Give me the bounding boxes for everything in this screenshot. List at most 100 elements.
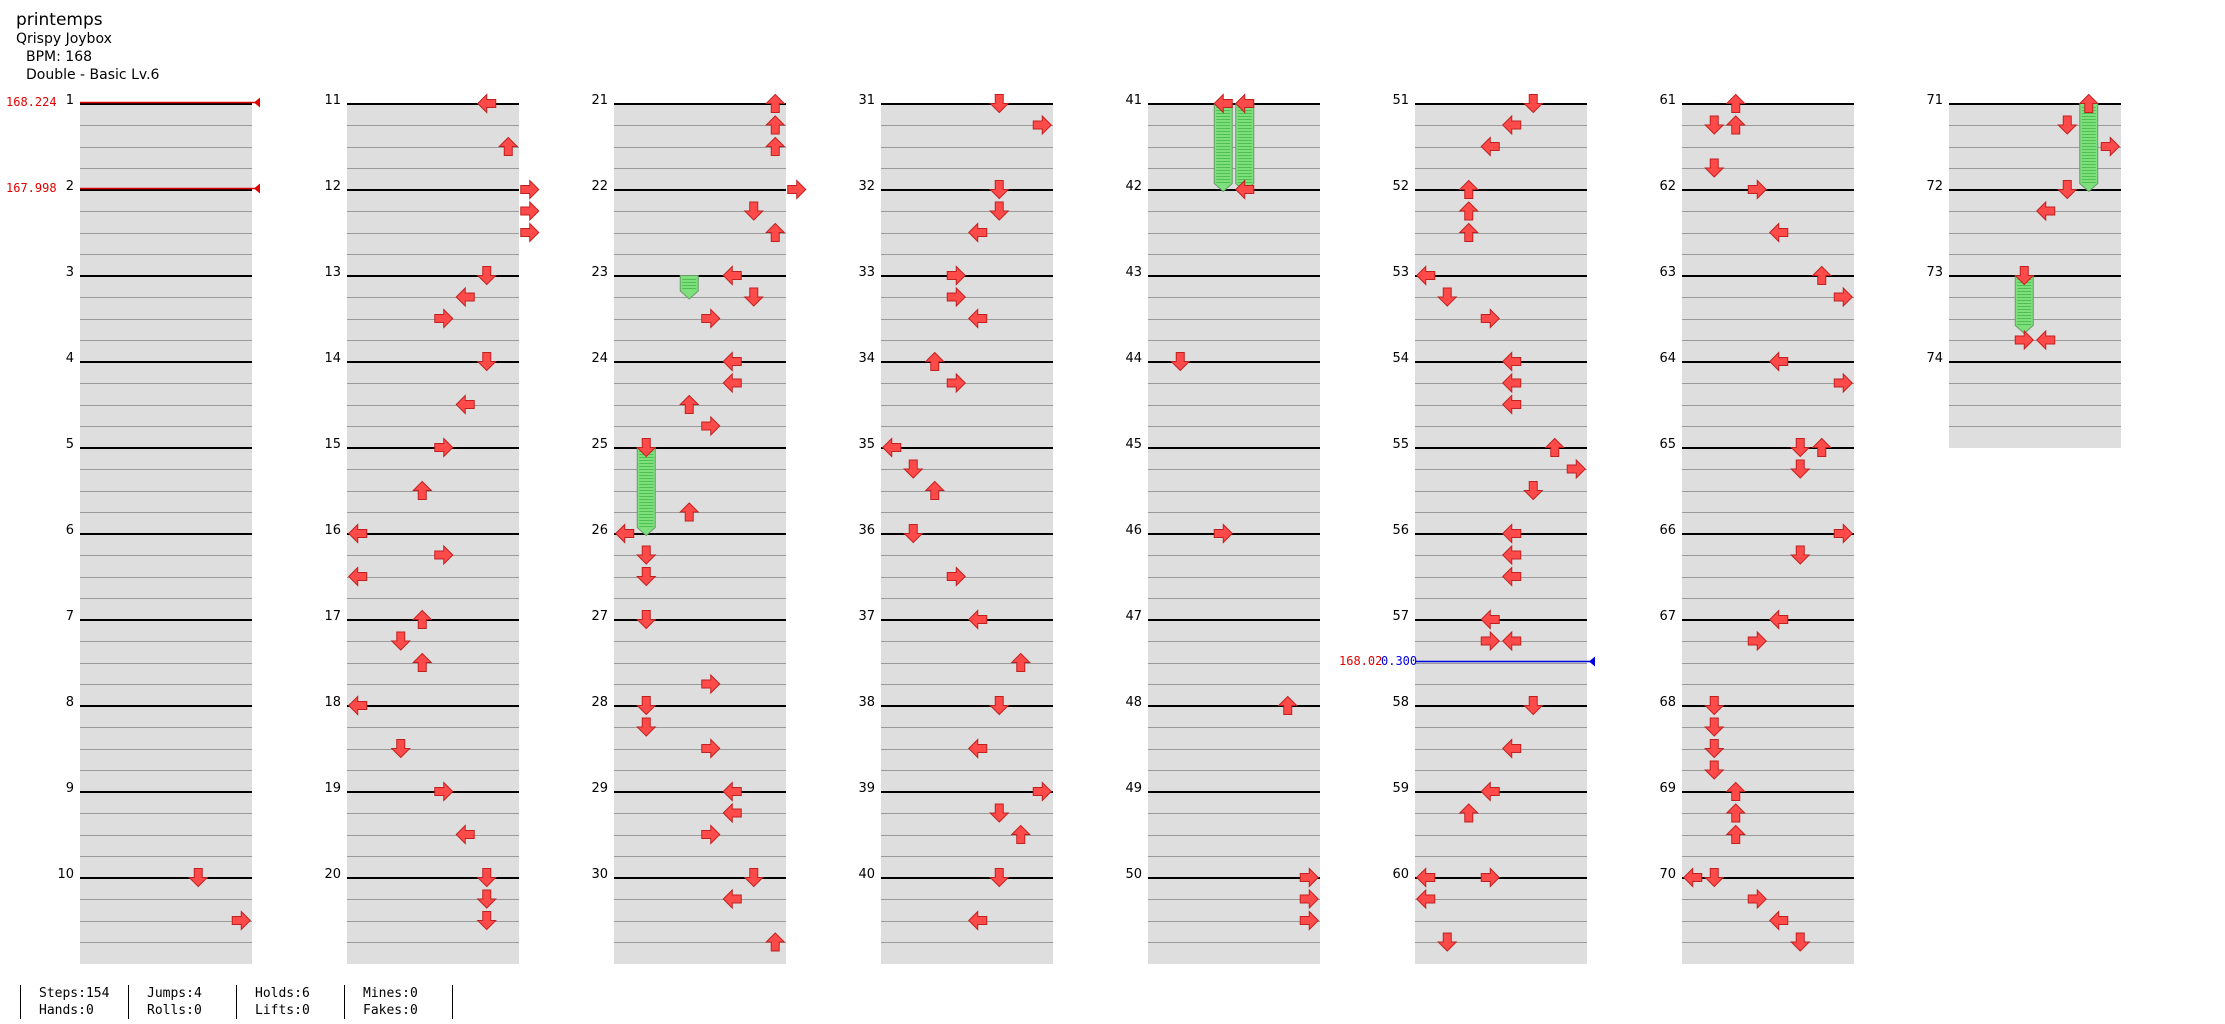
arrow-right-icon — [1480, 308, 1500, 329]
quarter-band — [1148, 234, 1320, 255]
measure-number: 62 — [1659, 178, 1676, 194]
arrow-down-icon — [1170, 352, 1191, 372]
quarter-band — [347, 922, 519, 943]
stats-column-holds: Holds:6 Lifts:0 — [236, 985, 310, 1019]
quarter-band — [614, 922, 786, 943]
measure-number: 54 — [1392, 350, 1409, 366]
quarter-band — [881, 879, 1053, 900]
arrow-down-icon — [476, 911, 497, 931]
quarter-band — [347, 277, 519, 298]
quarter-band — [614, 728, 786, 750]
quarter-band — [1148, 922, 1320, 943]
arrow-down-icon — [989, 868, 1010, 888]
measure-line — [80, 618, 252, 621]
quarter-band — [1415, 277, 1587, 298]
quarter-band — [80, 728, 252, 750]
beat-stripe — [614, 857, 786, 878]
measure-line — [80, 274, 252, 277]
arrow-up-icon — [1725, 781, 1746, 801]
arrow-down-icon — [1523, 481, 1544, 501]
arrow-right-icon — [1299, 910, 1319, 931]
quarter-band — [614, 406, 786, 427]
quarter-band — [881, 384, 1053, 406]
measure-line — [881, 704, 1053, 707]
quarter-band — [1148, 578, 1320, 599]
beat-stripe — [1682, 685, 1854, 706]
quarter-band — [1682, 105, 1854, 126]
quarter-band — [347, 664, 519, 685]
measure-number: 35 — [858, 436, 875, 452]
arrow-right-icon — [701, 415, 721, 437]
quarter-band — [614, 277, 786, 298]
quarter-band — [1682, 728, 1854, 750]
quarter-band — [1415, 556, 1587, 578]
beat-stripe — [1682, 341, 1854, 362]
arrow-left-icon — [1235, 93, 1255, 114]
measure-line — [347, 704, 519, 707]
measure-line — [1949, 360, 2121, 363]
quarter-band — [347, 793, 519, 814]
chart-header: printemps Qrispy Joybox BPM: 168 Double … — [16, 10, 159, 84]
quarter-band — [1682, 148, 1854, 169]
arrow-up-icon — [679, 502, 700, 522]
quarter-band — [1148, 212, 1320, 234]
quarter-band — [347, 879, 519, 900]
arrow-left-icon — [2036, 329, 2056, 351]
steps-count: Steps:154 — [39, 986, 110, 1001]
measure-number: 5 — [65, 436, 74, 452]
arrow-down-icon — [1437, 287, 1458, 307]
quarter-band — [614, 105, 786, 126]
arrow-down-icon — [989, 201, 1010, 221]
arrow-up-icon — [498, 136, 519, 156]
measure-line — [1415, 790, 1587, 793]
measure-line — [614, 274, 786, 277]
measure-line — [80, 102, 252, 105]
arrow-up-icon — [1458, 201, 1479, 221]
quarter-band — [1415, 191, 1587, 212]
difficulty-label: Double - Basic Lv.6 — [26, 67, 160, 83]
measure-line — [614, 790, 786, 793]
quarter-band — [347, 535, 519, 556]
measure-number: 71 — [1926, 92, 1943, 108]
arrow-left-icon — [2036, 200, 2056, 222]
measure-line — [881, 274, 1053, 277]
quarter-band — [1148, 707, 1320, 728]
arrow-up-icon — [765, 115, 786, 135]
arrow-left-icon — [1502, 394, 1522, 415]
quarter-band — [1682, 298, 1854, 320]
quarter-band — [80, 836, 252, 857]
measure-number: 44 — [1125, 350, 1142, 366]
measure-number: 46 — [1125, 522, 1142, 538]
measure-number: 8 — [65, 694, 74, 710]
measure-number: 36 — [858, 522, 875, 538]
measure-line — [80, 790, 252, 793]
measure-line — [1682, 532, 1854, 535]
quarter-band — [1148, 836, 1320, 857]
quarter-band — [614, 535, 786, 556]
beat-stripe — [1949, 341, 2121, 362]
arrow-left-icon — [1480, 136, 1500, 157]
measure-number: 63 — [1659, 264, 1676, 280]
measure-line — [881, 532, 1053, 535]
arrow-left-icon — [1480, 609, 1500, 630]
measure-line — [1415, 274, 1587, 277]
beat-stripe — [347, 771, 519, 792]
quarter-band — [1682, 814, 1854, 836]
arrow-left-icon — [1769, 910, 1789, 931]
arrow-up-icon — [1725, 824, 1746, 844]
measure-line — [80, 188, 252, 191]
measure-line — [1682, 790, 1854, 793]
hold-note — [1213, 103, 1233, 193]
quarter-band — [1415, 750, 1587, 771]
arrow-right-icon — [1032, 114, 1052, 136]
quarter-band — [881, 191, 1053, 212]
quarter-band — [1415, 728, 1587, 750]
measure-number: 10 — [57, 866, 74, 882]
quarter-band — [881, 320, 1053, 341]
quarter-band — [347, 750, 519, 771]
quarter-band — [1682, 707, 1854, 728]
quarter-band — [347, 298, 519, 320]
quarter-band — [1415, 212, 1587, 234]
beat-stripe — [881, 943, 1053, 964]
quarter-band — [1415, 406, 1587, 427]
